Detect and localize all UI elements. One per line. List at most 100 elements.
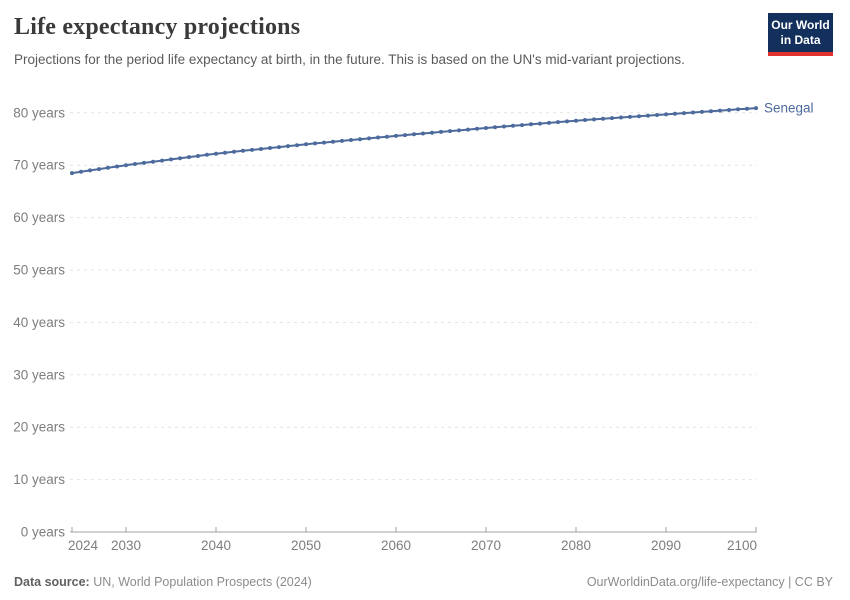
- data-point-marker: [403, 133, 407, 138]
- data-point-marker: [556, 120, 560, 125]
- data-point-marker: [619, 115, 623, 120]
- data-point-marker: [304, 142, 308, 147]
- x-axis-tick-label: 2024: [68, 538, 99, 553]
- data-point-marker: [142, 160, 146, 165]
- data-point-marker: [421, 131, 425, 136]
- data-point-marker: [646, 113, 650, 118]
- data-point-marker: [754, 106, 758, 111]
- data-point-marker: [565, 119, 569, 124]
- data-point-marker: [358, 137, 362, 142]
- data-point-marker: [250, 147, 254, 152]
- data-point-marker: [187, 155, 191, 160]
- data-source-label: Data source:: [14, 575, 90, 589]
- data-point-marker: [259, 147, 263, 151]
- data-point-marker: [610, 116, 614, 121]
- owid-logo-line2: in Data: [780, 33, 821, 47]
- data-point-marker: [241, 148, 245, 153]
- y-axis-tick-label: 50 years: [13, 263, 65, 278]
- data-point-marker: [439, 129, 443, 134]
- y-axis-tick-label: 70 years: [13, 158, 65, 173]
- series-line: [71, 107, 757, 175]
- data-point-marker: [169, 157, 173, 162]
- data-point-marker: [277, 145, 281, 150]
- series-label-senegal[interactable]: Senegal: [764, 101, 814, 116]
- data-point-marker: [106, 165, 110, 170]
- footer-credit: OurWorldinData.org/life-expectancy | CC …: [586, 575, 833, 589]
- data-point-marker: [151, 159, 155, 164]
- owid-logo-line1: Our World: [771, 18, 830, 32]
- data-point-marker: [592, 117, 596, 122]
- data-point-marker: [547, 120, 551, 125]
- data-point-marker: [475, 126, 479, 131]
- owid-logo[interactable]: Our World in Data: [768, 13, 833, 56]
- y-axis-tick-label: 60 years: [13, 210, 65, 225]
- data-point-marker: [673, 111, 677, 116]
- data-source-text: UN, World Population Prospects (2024): [89, 575, 312, 589]
- data-point-marker: [709, 109, 713, 114]
- y-axis-tick-label: 30 years: [13, 367, 65, 382]
- data-point-marker: [331, 139, 335, 144]
- data-point-marker: [385, 134, 389, 139]
- data-point-marker: [412, 132, 416, 137]
- data-point-marker: [457, 128, 461, 133]
- data-point-marker: [520, 123, 524, 128]
- data-point-marker: [70, 171, 74, 176]
- x-axis-tick-label: 2040: [201, 538, 231, 553]
- data-point-marker: [214, 151, 218, 156]
- data-point-marker: [574, 118, 578, 123]
- data-point-marker: [727, 108, 731, 112]
- data-point-marker: [367, 136, 371, 141]
- data-point-marker: [295, 143, 299, 148]
- y-axis-tick-label: 20 years: [13, 420, 65, 435]
- x-axis-tick-label: 2050: [291, 538, 321, 553]
- x-axis-tick-label: 2030: [111, 538, 141, 553]
- data-point-marker: [322, 140, 326, 145]
- data-point-marker: [511, 123, 515, 128]
- data-point-marker: [160, 158, 164, 163]
- data-point-marker: [601, 116, 605, 121]
- data-point-marker: [502, 124, 506, 129]
- data-point-marker: [268, 146, 272, 150]
- chart-subtitle: Projections for the period life expectan…: [14, 52, 685, 67]
- data-point-marker: [223, 150, 227, 155]
- chart-footer: Data source: UN, World Population Prospe…: [14, 575, 833, 589]
- x-axis-tick-label: 2070: [471, 538, 501, 553]
- data-point-marker: [376, 135, 380, 140]
- data-point-marker: [682, 111, 686, 116]
- data-point-marker: [178, 156, 182, 161]
- data-point-marker: [736, 107, 740, 112]
- data-point-marker: [637, 114, 641, 119]
- data-point-marker: [430, 130, 434, 135]
- data-point-marker: [655, 113, 659, 117]
- y-axis-tick-label: 10 years: [13, 472, 65, 487]
- chart-header: Life expectancy projections Projections …: [14, 14, 714, 70]
- x-axis-tick-label: 2100: [727, 538, 757, 553]
- data-point-marker: [313, 141, 317, 146]
- page-title: Life expectancy projections: [14, 14, 301, 40]
- data-point-marker: [529, 122, 533, 127]
- data-point-marker: [538, 121, 542, 126]
- x-axis-tick-label: 2060: [381, 538, 411, 553]
- data-point-marker: [484, 126, 488, 130]
- data-point-marker: [718, 108, 722, 113]
- data-source-note: Data source: UN, World Population Prospe…: [14, 575, 312, 589]
- y-axis-tick-label: 80 years: [13, 105, 65, 120]
- data-point-marker: [448, 129, 452, 134]
- x-axis-tick-label: 2080: [561, 538, 591, 553]
- data-point-marker: [205, 152, 209, 157]
- data-point-marker: [97, 167, 101, 172]
- x-axis-tick-label: 2090: [651, 538, 681, 553]
- data-point-marker: [583, 118, 587, 122]
- data-point-marker: [79, 169, 83, 174]
- data-point-marker: [394, 133, 398, 138]
- series-senegal[interactable]: [70, 106, 758, 176]
- data-point-marker: [196, 154, 200, 158]
- data-point-marker: [286, 144, 290, 149]
- y-axis-tick-label: 40 years: [13, 315, 65, 330]
- data-point-marker: [745, 106, 749, 111]
- data-point-marker: [664, 112, 668, 117]
- data-point-marker: [124, 163, 128, 168]
- data-point-marker: [493, 125, 497, 130]
